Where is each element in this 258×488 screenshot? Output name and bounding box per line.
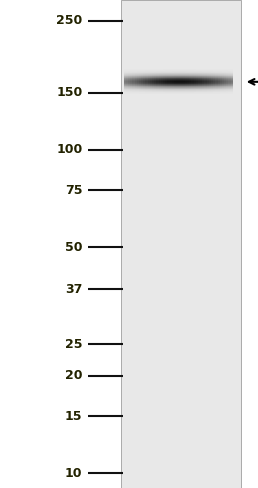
- Text: 20: 20: [65, 369, 83, 382]
- Text: 150: 150: [56, 86, 83, 99]
- Text: 25: 25: [65, 338, 83, 351]
- Text: 250: 250: [56, 14, 83, 27]
- Text: 15: 15: [65, 410, 83, 423]
- Text: 10: 10: [65, 467, 83, 480]
- Bar: [121, 0, 241, 488]
- Text: 37: 37: [65, 283, 83, 296]
- Text: 75: 75: [65, 183, 83, 197]
- Text: 100: 100: [56, 143, 83, 156]
- Text: 50: 50: [65, 241, 83, 254]
